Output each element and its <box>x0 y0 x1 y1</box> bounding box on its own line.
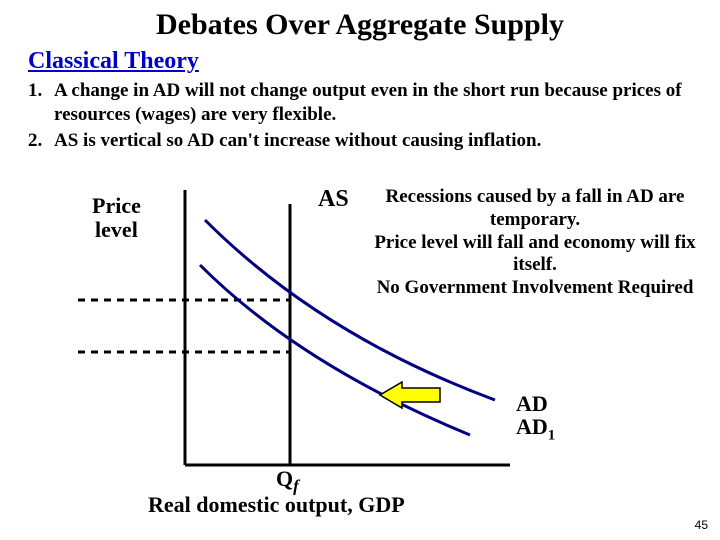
chart-area: Pricelevel AS Recessions caused by a fal… <box>0 180 720 540</box>
as-label: AS <box>318 186 349 213</box>
y-axis-label: Pricelevel <box>92 194 141 242</box>
shift-arrow-icon <box>380 382 440 408</box>
list-num: 2. <box>28 129 54 153</box>
side-explanation: Recessions caused by a fall in AD are te… <box>360 186 710 300</box>
x-axis-label: Real domestic output, GDP <box>148 492 405 518</box>
list-num: 1. <box>28 79 54 127</box>
list-text: AS is vertical so AD can't increase with… <box>54 129 541 153</box>
subtitle: Classical Theory <box>0 48 720 75</box>
list-item: 2. AS is vertical so AD can't increase w… <box>28 129 692 153</box>
list-text: A change in AD will not change output ev… <box>54 79 692 127</box>
slide-number: 45 <box>695 518 708 532</box>
page-title: Debates Over Aggregate Supply <box>0 0 720 42</box>
ad-labels: AD AD1 <box>516 392 555 444</box>
theory-list: 1. A change in AD will not change output… <box>0 75 720 152</box>
list-item: 1. A change in AD will not change output… <box>28 79 692 127</box>
